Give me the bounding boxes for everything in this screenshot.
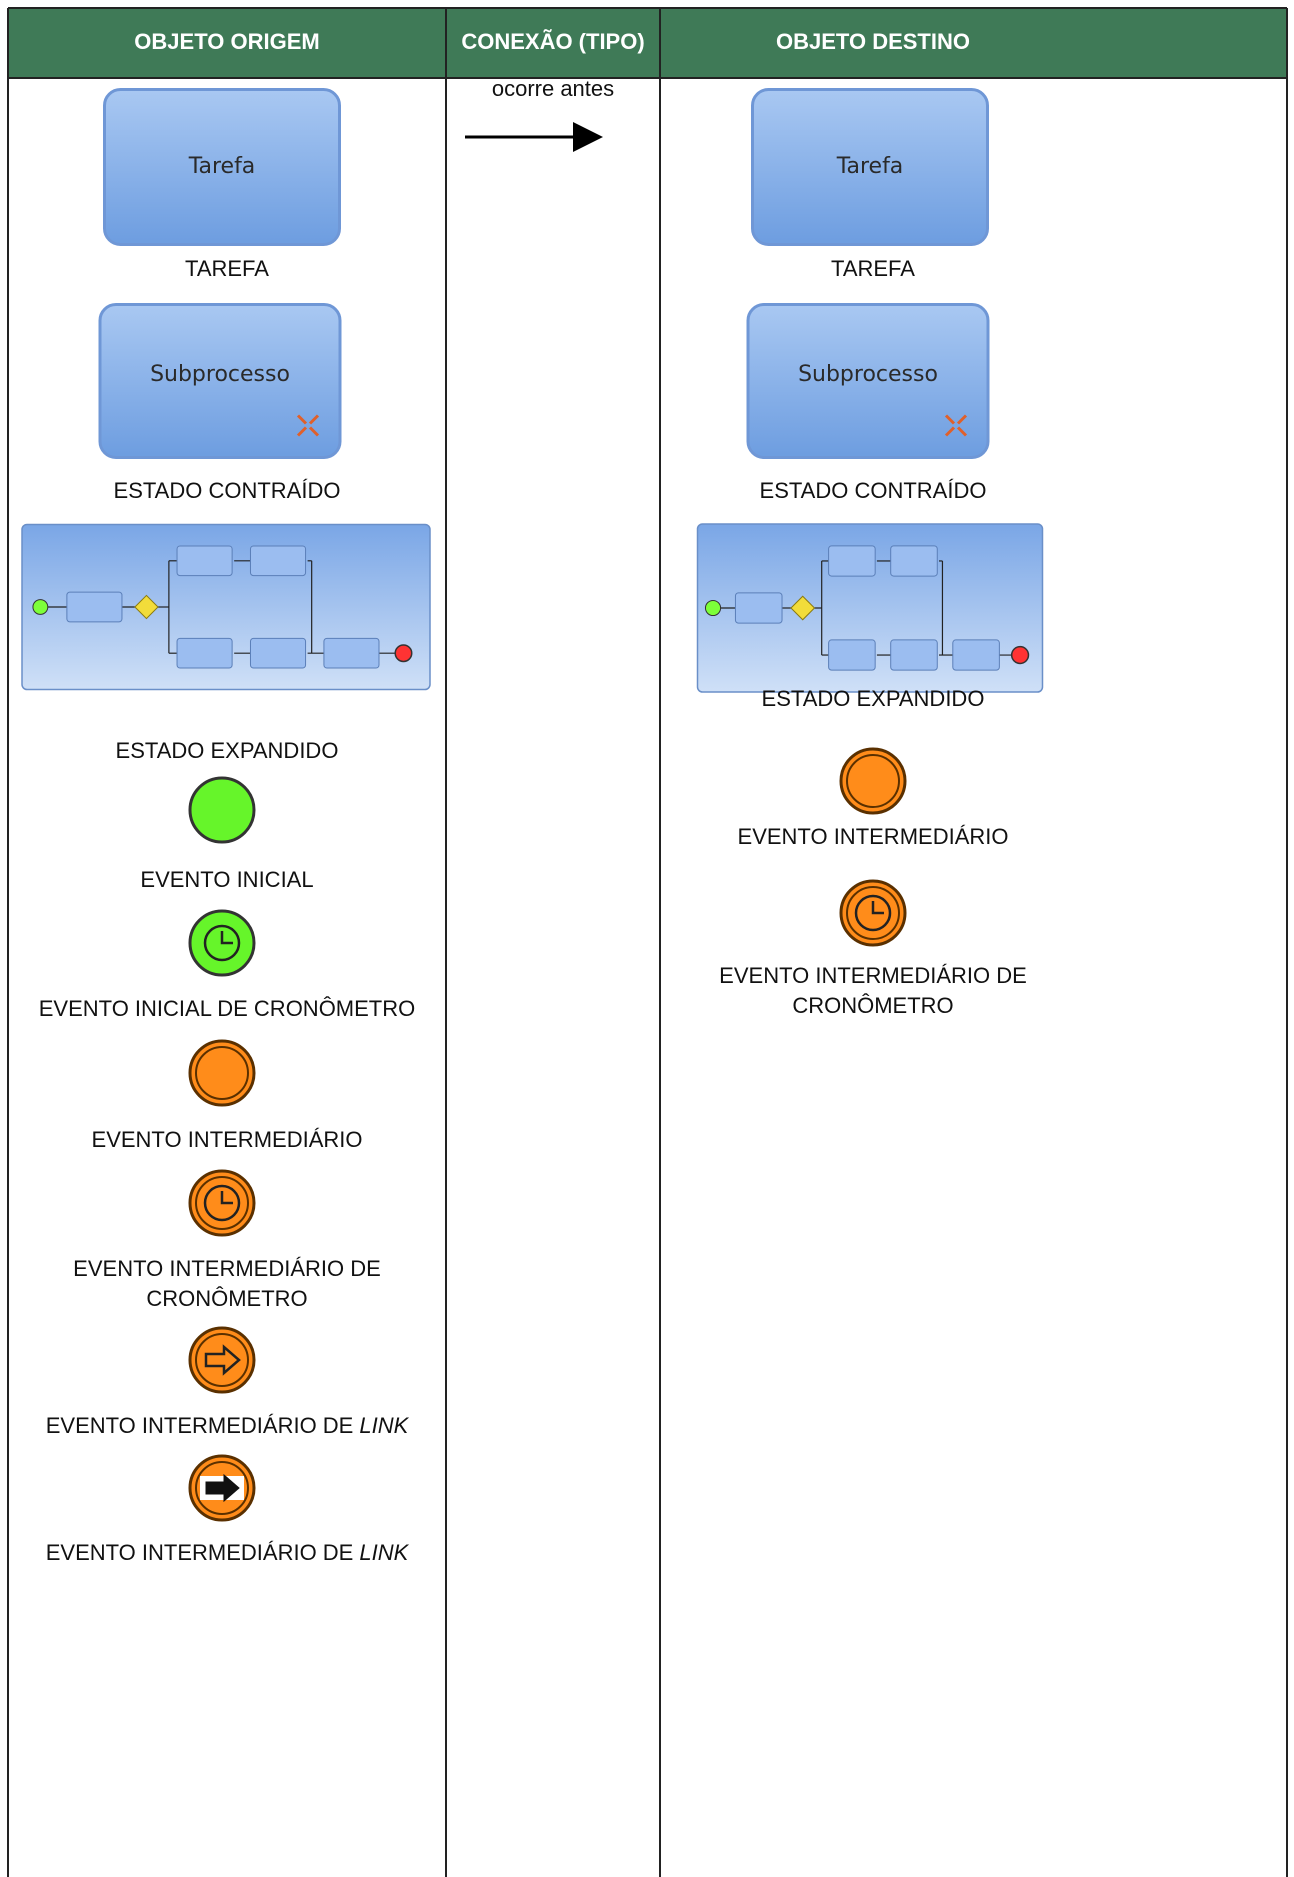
column-header: CONEXÃO (TIPO) xyxy=(461,29,644,54)
item-label: EVENTO INICIAL xyxy=(140,867,313,892)
header-bg xyxy=(8,8,1287,78)
table-lines xyxy=(7,7,1288,1877)
collapse-marker xyxy=(944,414,968,437)
item-label: CRONÔMETRO xyxy=(792,993,953,1018)
table-item: EVENTO INTERMEDIÁRIO DE CRONÔMETRO xyxy=(719,879,1027,1018)
mini-task xyxy=(176,637,233,669)
item-label: CRONÔMETRO xyxy=(146,1286,307,1311)
item-label: TAREFA xyxy=(831,256,915,281)
mini-task xyxy=(828,545,876,577)
connection-label: ocorre antes xyxy=(492,76,614,101)
table-item: EVENTO INTERMEDIÁRIO DE LINK xyxy=(46,1326,410,1438)
mini-end xyxy=(1010,645,1030,665)
item-label: EVENTO INTERMEDIÁRIO DE xyxy=(73,1256,381,1281)
subprocess-box xyxy=(746,303,990,459)
event-inner-ring xyxy=(195,1333,249,1387)
item-label: ESTADO EXPANDIDO xyxy=(116,738,339,763)
mini-task xyxy=(890,639,938,671)
column-header: OBJETO DESTINO xyxy=(776,29,970,54)
mini-task xyxy=(249,637,307,669)
link-arrow xyxy=(204,1344,241,1376)
table-item: ESTADO EXPANDIDO xyxy=(21,523,431,763)
icon-text: Tarefa xyxy=(836,154,904,179)
clock-hands xyxy=(220,931,233,945)
event-inner-ring xyxy=(195,1046,249,1100)
table-item: Subprocesso ESTADO CONTRAÍDO xyxy=(746,303,990,503)
event-inner-ring xyxy=(195,1461,249,1515)
item-label: EVENTO INICIAL DE CRONÔMETRO xyxy=(39,996,416,1021)
label-part: EVENTO INTERMEDIÁRIO DE xyxy=(46,1413,354,1438)
link-arrow xyxy=(205,1473,240,1503)
event-circle xyxy=(188,776,256,844)
icon-text: Subprocesso xyxy=(798,362,938,387)
clock-face xyxy=(203,1184,241,1222)
subprocess-box xyxy=(98,303,342,459)
mini-end xyxy=(394,644,413,663)
task-box xyxy=(103,88,341,246)
clock-face xyxy=(203,924,241,962)
event-circle xyxy=(839,747,907,815)
clock-hands xyxy=(871,901,884,915)
table-item: ESTADO EXPANDIDO xyxy=(696,523,1044,711)
table-item: EVENTO INTERMEDIÁRIO DE CRONÔMETRO xyxy=(73,1169,381,1311)
mini-task xyxy=(828,639,876,671)
table-item: EVENTO INTERMEDIÁRIO DE LINK xyxy=(46,1454,410,1565)
mini-start xyxy=(32,599,49,615)
clock-face xyxy=(854,894,892,932)
mini-task xyxy=(323,637,380,669)
mini-start xyxy=(704,599,722,617)
table-item: EVENTO INICIAL xyxy=(140,776,314,892)
label-italic: LINK xyxy=(359,1540,409,1565)
item-label: ESTADO CONTRAÍDO xyxy=(760,478,987,503)
table-item: Subprocesso ESTADO CONTRAÍDO xyxy=(98,303,342,503)
column-header: OBJETO ORIGEM xyxy=(134,29,319,54)
mini-task xyxy=(734,592,783,624)
mini-task xyxy=(66,591,123,623)
icon-text: Subprocesso xyxy=(150,362,290,387)
label-part: EVENTO INTERMEDIÁRIO DE xyxy=(46,1540,354,1565)
mini-gateway xyxy=(134,594,159,620)
table-item: EVENTO INTERMEDIÁRIO xyxy=(738,747,1009,849)
event-inner-ring xyxy=(195,1176,249,1230)
item-label: EVENTO INTERMEDIÁRIO DE LINK xyxy=(46,1413,410,1438)
item-label: TAREFA xyxy=(185,256,269,281)
mini-task xyxy=(176,545,233,577)
table-item: Tarefa TAREFA xyxy=(751,88,989,281)
collapse-marker xyxy=(296,414,320,437)
label-italic: LINK xyxy=(359,1413,409,1438)
icon-text: Tarefa xyxy=(188,154,256,179)
item-label: EVENTO INTERMEDIÁRIO xyxy=(738,824,1009,849)
item-label: EVENTO INTERMEDIÁRIO xyxy=(92,1127,363,1152)
event-inner-ring xyxy=(846,754,900,808)
mini-task xyxy=(249,545,307,577)
event-circle xyxy=(188,1039,256,1107)
item-label: EVENTO INTERMEDIÁRIO DE xyxy=(719,963,1027,988)
task-box xyxy=(751,88,989,246)
item-label: ESTADO EXPANDIDO xyxy=(762,686,985,711)
item-label: ESTADO CONTRAÍDO xyxy=(114,478,341,503)
mini-task xyxy=(952,639,1000,671)
mini-gateway xyxy=(790,595,816,621)
event-circle xyxy=(188,1326,256,1394)
table-item: EVENTO INICIAL DE CRONÔMETRO xyxy=(39,909,416,1021)
table-item: Tarefa TAREFA xyxy=(103,88,341,281)
clock-hands xyxy=(220,1191,233,1205)
item-label: EVENTO INTERMEDIÁRIO DE LINK xyxy=(46,1540,410,1565)
mini-task xyxy=(890,545,938,577)
table-item: EVENTO INTERMEDIÁRIO xyxy=(92,1039,363,1152)
event-inner-ring xyxy=(846,886,900,940)
